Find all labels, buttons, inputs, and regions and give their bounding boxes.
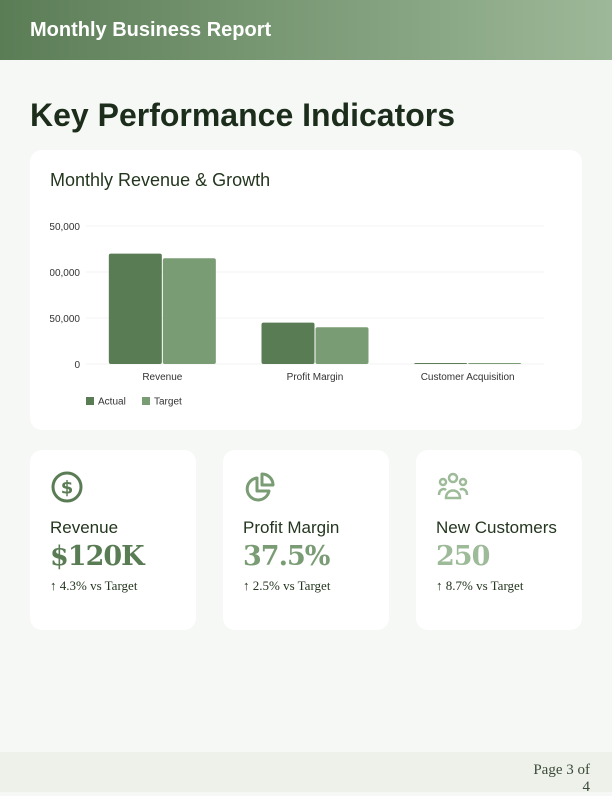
y-tick-label: 100,000 (50, 268, 80, 279)
dollar-circle-icon: $ (51, 471, 83, 503)
svg-text:$: $ (61, 478, 74, 499)
bar-target (468, 363, 522, 364)
page-footer: Page 3 of 4 (0, 752, 612, 795)
bar-chart: 0 50,000 100,000 150,000 Revenue Profit Margi… (50, 222, 544, 408)
legend-label: Target (154, 397, 182, 408)
kpi-value: $120K (50, 541, 145, 572)
bar-target (162, 258, 216, 364)
page-number: Page 3 of 4 (533, 762, 590, 795)
x-tick-label: Profit Margin (287, 372, 344, 383)
kpi-value: 250 (436, 541, 490, 572)
kpi-change: ↑ 2.5% vs Target (243, 578, 331, 593)
y-tick-label: 150,000 (50, 222, 80, 233)
legend-swatch (86, 397, 94, 405)
kpi-value: 37.5% (243, 541, 330, 572)
bar-target (315, 327, 369, 364)
kpi-label: New Customers (436, 518, 557, 537)
y-tick-label: 0 (74, 360, 80, 371)
report-title: Monthly Business Report (30, 19, 272, 41)
page-title: Key Performance Indicators (30, 97, 456, 133)
pie-chart-icon (245, 472, 275, 502)
kpi-label: Profit Margin (243, 518, 340, 537)
revenue-chart-card: Monthly Revenue & Growth 0 50,000 100,000 1… (30, 150, 582, 430)
x-tick-label: Customer Acquisition (421, 372, 515, 383)
kpi-label: Revenue (50, 518, 119, 537)
legend-swatch (142, 397, 150, 405)
kpi-change: ↑ 8.7% vs Target (436, 578, 524, 593)
kpi-card-new-customers: New Customers 250 ↑ 8.7% vs Target (416, 450, 582, 630)
y-tick-label: 50,000 (50, 314, 80, 325)
kpi-card-profit-margin: Profit Margin 37.5% ↑ 2.5% vs Target (223, 450, 389, 630)
chart-title: Monthly Revenue & Growth (50, 170, 271, 190)
bar-actual (414, 363, 468, 364)
kpi-card-revenue: $ Revenue $120K ↑ 4.3% vs Target (30, 450, 196, 630)
bar-actual (261, 322, 315, 364)
report-header: Monthly Business Report (0, 0, 612, 60)
bar-actual (108, 253, 162, 364)
x-tick-label: Revenue (142, 372, 182, 383)
users-icon (437, 472, 469, 500)
legend-label: Actual (98, 397, 126, 408)
kpi-change: ↑ 4.3% vs Target (50, 578, 138, 593)
